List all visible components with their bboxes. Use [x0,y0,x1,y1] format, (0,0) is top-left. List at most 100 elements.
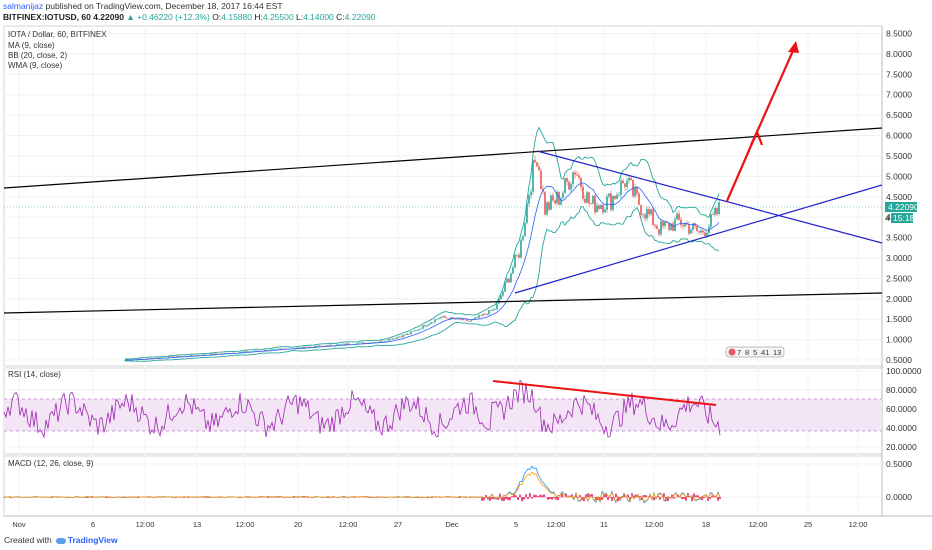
time-tick-label: 12:00 [236,520,255,529]
candle-body [520,240,522,258]
macd-histogram-bar [561,493,563,498]
candle-body [226,352,228,354]
candle-body [662,221,664,226]
low-label: L: [295,12,304,22]
tradingview-brand[interactable]: TradingView [67,535,118,545]
triangle-upper-trendline[interactable] [536,150,883,244]
macd-histogram-bar [17,496,19,498]
macd-histogram-bar [587,493,589,498]
author-link[interactable]: salmanijaz [3,1,44,11]
candle-body [618,194,620,196]
candle-body [408,333,410,335]
candle-body [568,181,570,190]
candle-body [238,352,240,354]
macd-histogram-bar [647,496,649,498]
candle-body [476,317,478,319]
event-count-1: 7 [737,348,741,357]
macd-histogram-bar [677,494,679,498]
macd-histogram-bar [147,496,149,498]
macd-histogram-bar [207,497,209,498]
time-tick-label: 5 [514,520,518,529]
macd-histogram-bar [519,494,521,498]
macd-histogram-bar [681,497,683,500]
macd-histogram-bar [457,497,459,498]
macd-histogram-bar [459,497,461,498]
candle-body [552,195,554,201]
candle-body [684,223,686,227]
macd-histogram-bar [87,497,89,498]
rsi-path [3,379,721,439]
macd-legend[interactable]: MACD (12, 26, close, 9) [8,459,94,468]
macd-histogram-bar [691,497,693,502]
macd-histogram-bar [9,497,11,498]
lower-channel-trendline[interactable] [3,292,883,314]
candle-body [304,346,306,349]
candle-body [394,338,396,339]
candle-body [212,353,214,355]
candle-body [418,328,420,331]
candle-body [388,338,390,341]
candle-body [548,202,550,210]
macd-histogram-bar [675,496,677,498]
candle-body [610,193,612,210]
time-tick-label: 12:00 [136,520,155,529]
candle-body [172,356,174,358]
macd-histogram-bar [679,496,681,498]
candle-body [494,309,496,310]
candle-body [416,330,418,331]
macd-histogram-bar [405,497,407,498]
macd-histogram-bar [719,497,721,499]
candle-body [406,333,408,335]
macd-histogram-bar [105,496,107,498]
rsi-band [4,399,882,431]
macd-histogram-bar [639,496,641,498]
rsi-divergence-trendline[interactable] [492,380,717,406]
symbol-header: BITFINEX:IOTUSD, 60 4.22090 ▲ +0.46220 (… [3,12,375,23]
macd-histogram-bar [637,496,639,498]
candle-body [696,226,698,232]
macd-histogram-bar [683,497,685,499]
macd-histogram-bar [513,493,515,498]
candle-body [156,357,158,359]
macd-histogram-bar [595,497,597,501]
macd-histogram-bar [377,496,379,498]
candle-body [680,219,682,226]
macd-pane[interactable] [3,455,883,517]
macd-histogram-bar [417,497,419,498]
events-badge[interactable]: 7 8 5 41 13 [725,346,785,358]
candle-body [622,180,624,184]
symbol-price: 4.22090 [93,12,124,22]
macd-histogram-bar [627,494,629,498]
projection-arrow[interactable] [725,43,798,202]
publish-info: published on TradingView.com, December 1… [43,1,283,11]
price-tick-label: 7.0000 [886,90,912,100]
candle-body [138,358,140,360]
macd-histogram-bar [543,494,545,498]
candle-body [362,342,364,344]
macd-histogram-bar [633,495,635,498]
macd-histogram-bar [327,497,329,498]
candle-body [182,356,184,357]
macd-histogram-bar [509,497,511,501]
macd-histogram-bar [311,496,313,498]
projection-arrowhead [788,41,799,53]
price-pane[interactable] [3,25,883,367]
triangle-lower-trendline[interactable] [514,184,883,294]
macd-histogram-bar [187,497,189,498]
macd-histogram-bar [649,496,651,498]
rsi-legend[interactable]: RSI (14, close) [8,370,61,379]
macd-histogram-bar [605,494,607,498]
legend-wma[interactable]: WMA (9, close) [8,61,63,70]
macd-histogram-bar [549,497,551,500]
macd-histogram-bar [481,497,483,501]
candle-body [508,279,510,283]
candle-body [220,353,222,355]
macd-histogram-bar [555,497,557,500]
upper-channel-trendline[interactable] [3,127,883,189]
macd-histogram-bar [547,497,549,500]
macd-histogram-bar [501,497,503,501]
legend-bb[interactable]: BB (20, close, 2) [8,51,67,60]
candle-body [526,203,528,224]
legend-ma[interactable]: MA (9, close) [8,41,55,50]
